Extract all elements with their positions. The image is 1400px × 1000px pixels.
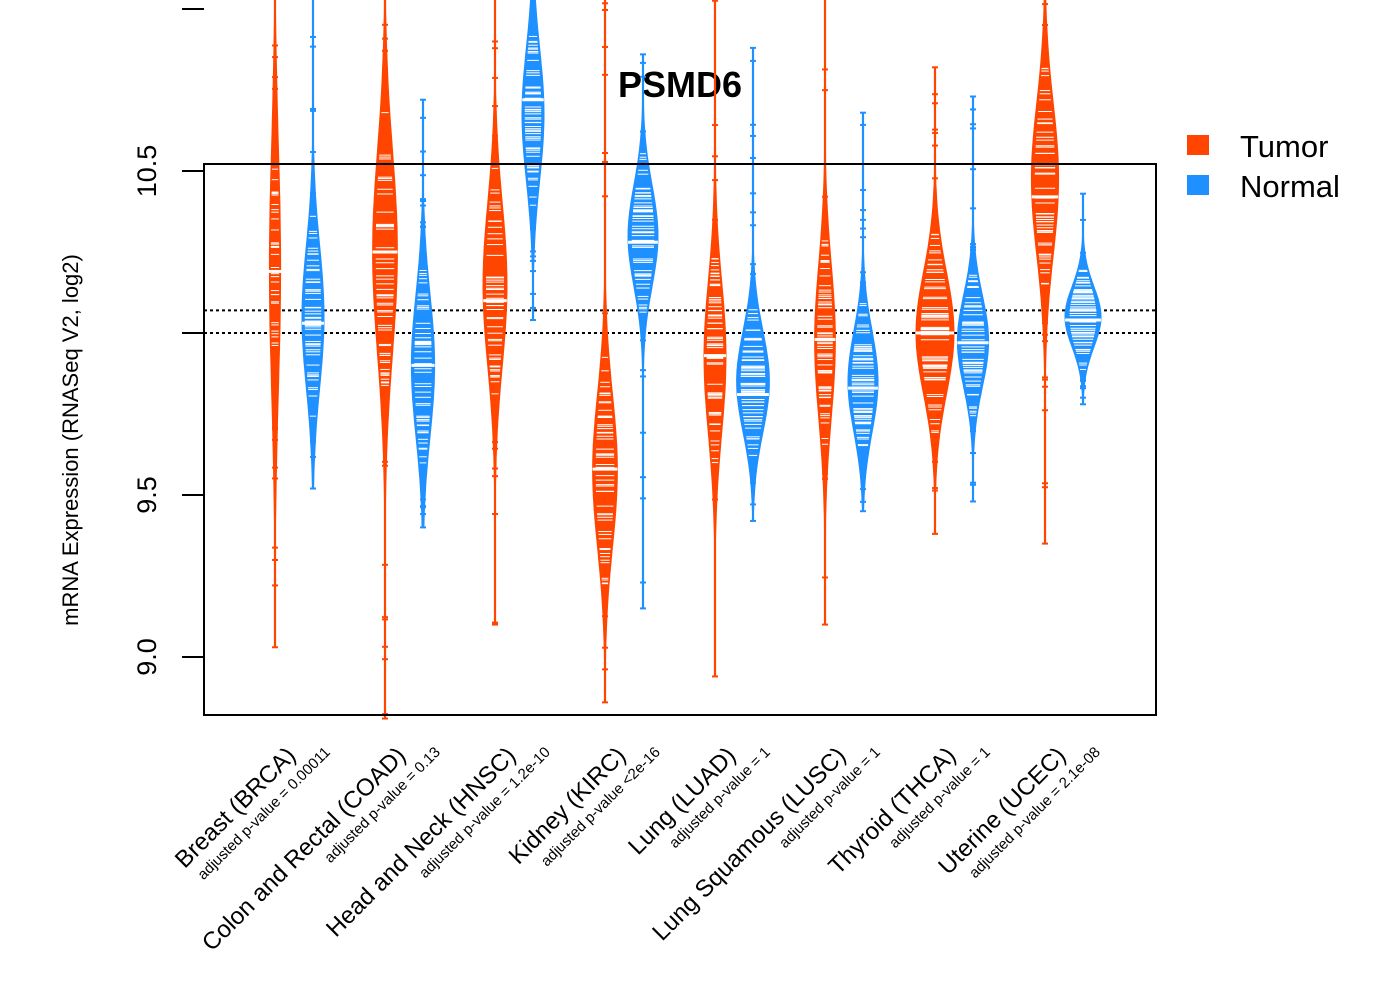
bean-shape-normal <box>847 112 879 512</box>
bean-normal-0 <box>301 0 325 490</box>
bean-shape-normal <box>956 96 990 502</box>
bean-tumor-7 <box>1030 0 1060 545</box>
bean-shape-tumor <box>814 0 836 626</box>
plot-frame <box>203 163 1157 716</box>
bean-tumor-4 <box>703 0 727 678</box>
bean-shape-tumor <box>268 0 282 648</box>
bean-shape-tumor <box>592 0 618 703</box>
bean-tumor-0 <box>267 0 283 649</box>
bean-normal-2 <box>521 0 545 322</box>
bean-shape-tumor <box>372 0 398 720</box>
bean-tumor-5 <box>814 0 836 626</box>
y-tick-label: 9.5 <box>132 476 162 514</box>
bean-tumor-3 <box>592 0 618 704</box>
bean-normal-7 <box>1064 192 1102 406</box>
bean-shape-tumor <box>915 66 955 535</box>
bean-shape-normal <box>301 0 325 489</box>
bean-shape-tumor <box>1030 0 1060 545</box>
chart-title: PSMD6 <box>618 64 742 105</box>
legend-label-tumor: Tumor <box>1240 129 1328 164</box>
bean-shape-tumor <box>482 0 508 626</box>
plot-area <box>204 0 1156 720</box>
legend: Tumor Normal <box>1187 129 1340 204</box>
bean-tumor-6 <box>915 66 955 535</box>
bean-normal-1 <box>410 98 436 529</box>
bean-tumor-2 <box>482 0 508 626</box>
bean-shape-normal <box>521 0 545 321</box>
y-tick-label: 10.5 <box>132 145 162 198</box>
legend-swatch-normal <box>1187 175 1209 195</box>
bean-normal-5 <box>847 111 879 513</box>
bean-normal-6 <box>956 95 990 503</box>
legend-swatch-tumor <box>1187 135 1209 155</box>
x-axis-labels: Breast (BRCA)adjusted p-value = 0.00011C… <box>170 742 1104 956</box>
bean-shape-normal <box>736 47 770 522</box>
bean-normal-3 <box>627 53 659 610</box>
bean-tumor-1 <box>372 0 398 720</box>
y-axis-label: mRNA Expression (RNASeq V2, log2) <box>58 254 83 626</box>
legend-label-normal: Normal <box>1240 169 1340 204</box>
y-tick-label: 9.0 <box>132 638 162 676</box>
y-axis: 9.09.510.511.5 <box>132 8 204 676</box>
bean-shape-normal <box>627 53 659 609</box>
bean-normal-4 <box>736 46 770 522</box>
